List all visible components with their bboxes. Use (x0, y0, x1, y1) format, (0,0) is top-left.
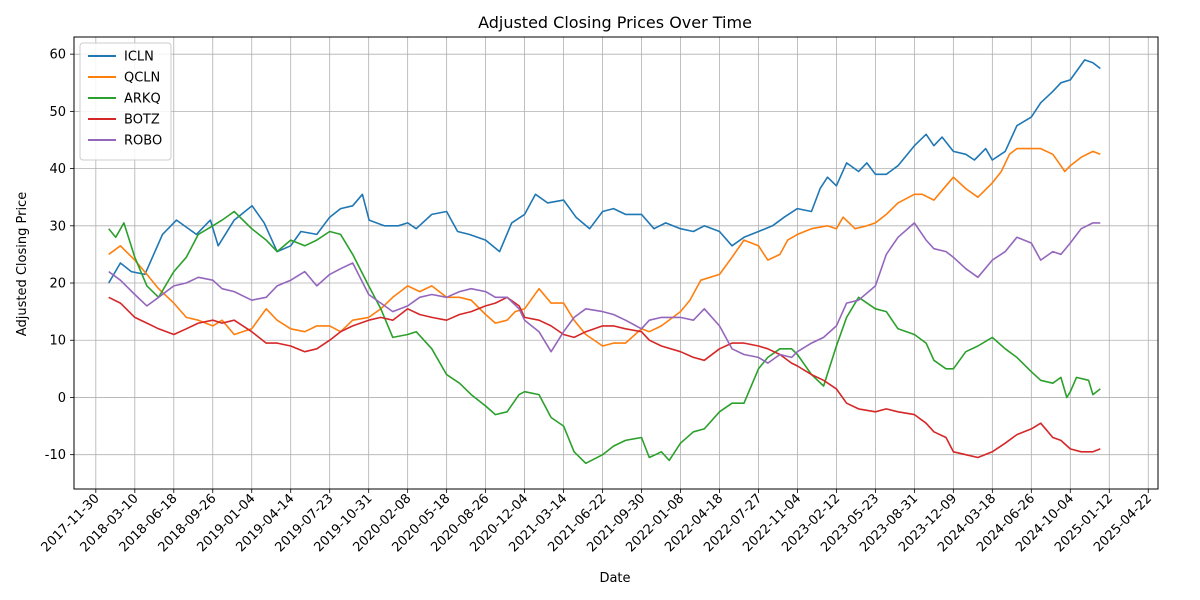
y-tick-label: 0 (58, 391, 66, 406)
legend-label-icln: ICLN (124, 50, 154, 65)
chart-title: Adjusted Closing Prices Over Time (478, 13, 752, 32)
y-tick-label: 10 (49, 334, 66, 349)
series-line-robo (108, 222, 1101, 364)
y-tick-label: 60 (49, 48, 66, 63)
series-line-botz (108, 296, 1101, 459)
legend-label-robo: ROBO (124, 134, 162, 149)
y-tick-label: -10 (45, 448, 66, 463)
x-axis-label: Date (599, 571, 630, 586)
y-tick-label: 20 (49, 277, 66, 292)
legend-label-qcln: QCLN (124, 71, 160, 86)
legend: ICLN QCLN ARKQ BOTZ ROBO (79, 42, 172, 161)
y-axis-ticks: -10 0 10 20 30 40 50 60 (45, 48, 74, 463)
y-tick-label: 30 (49, 219, 66, 234)
series-line-arkq (108, 210, 1101, 465)
y-tick-label: 50 (49, 105, 66, 120)
y-axis-label: Adjusted Closing Price (15, 192, 30, 336)
legend-label-botz: BOTZ (124, 113, 160, 128)
plot-frame (73, 36, 1159, 490)
series-line-icln (108, 59, 1101, 284)
legend-label-arkq: ARKQ (124, 92, 161, 107)
y-tick-label: 40 (49, 162, 66, 177)
legend-box (79, 42, 172, 161)
series-lines (108, 59, 1101, 465)
